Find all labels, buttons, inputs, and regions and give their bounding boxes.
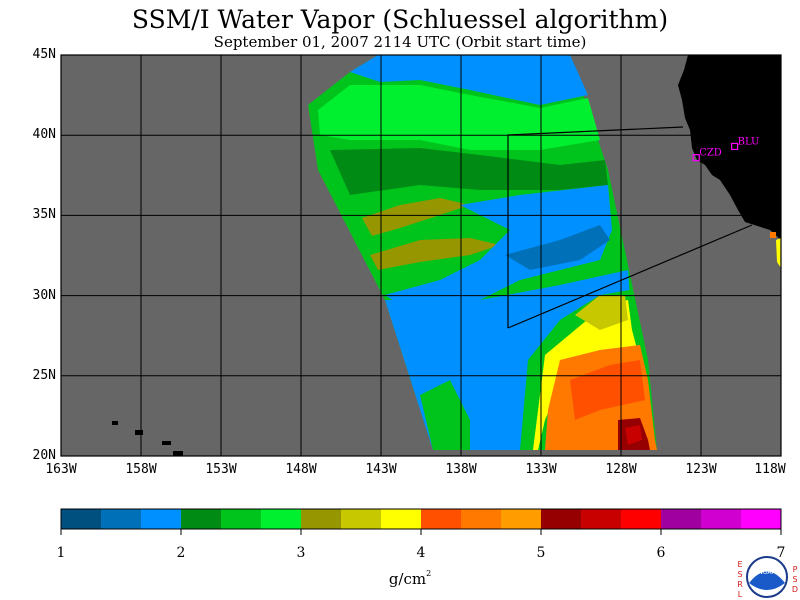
lat-label: 40N <box>32 127 56 143</box>
colorbar-units: g/cm2 <box>370 565 450 588</box>
colorbar-swatch <box>421 509 462 529</box>
station-markers: CZD BLU <box>692 136 760 162</box>
esrl-letter: L <box>737 590 743 599</box>
band-red-orange <box>570 360 645 420</box>
band-blue-north <box>350 55 588 105</box>
figure-subtitle: September 01, 2007 2114 UTC (Orbit start… <box>213 33 587 51</box>
colorbar-swatch <box>621 509 662 529</box>
lon-label: 123W <box>685 462 717 477</box>
colorbar-tick-label: 2 <box>176 545 186 561</box>
psd-letter: D <box>791 585 799 594</box>
island-maui <box>162 441 171 445</box>
esrl-letter: R <box>737 580 743 589</box>
band-olive-1 <box>362 198 470 236</box>
land-fringe-orange <box>770 232 776 238</box>
island-kauai <box>112 421 118 425</box>
psd-letter: S <box>792 575 798 584</box>
island-hawaii <box>173 451 183 456</box>
lon-label: 128W <box>605 462 637 477</box>
lat-label: 25N <box>32 367 56 383</box>
colorbar-swatch <box>341 509 382 529</box>
colorbar-tick-label: 6 <box>656 545 666 561</box>
colorbar-swatch <box>301 509 342 529</box>
noaa-logo: NOAA <box>746 556 788 598</box>
colorbar-tick-label: 4 <box>416 545 426 561</box>
colorbar-swatch <box>661 509 702 529</box>
esrl-letter: E <box>737 560 743 569</box>
lon-label: 153W <box>205 462 237 477</box>
colorbar-swatch <box>61 509 102 529</box>
domain-outline-north <box>507 126 684 328</box>
satellite-swath <box>308 55 657 450</box>
island-oahu <box>135 430 143 435</box>
lon-label: 138W <box>445 462 477 477</box>
lat-label: 20N <box>32 448 56 463</box>
lon-label: 163W <box>45 462 77 477</box>
lat-label: 35N <box>32 207 56 223</box>
colorbar-tick-label: 5 <box>536 545 546 561</box>
station-label-czd: CZD <box>699 148 722 159</box>
colorbar-frame <box>60 508 782 530</box>
colorbar-swatch <box>461 509 502 529</box>
units-superscript: 2 <box>426 569 432 578</box>
band-green-southwest <box>420 380 470 450</box>
station-marker-czd <box>692 154 700 162</box>
units-main: g/cm <box>388 570 427 588</box>
band-red <box>625 425 642 445</box>
noaa-logo-bird <box>751 565 783 578</box>
band-dark-blue <box>505 225 610 270</box>
colorbar-swatch <box>261 509 302 529</box>
lon-label: 143W <box>365 462 397 477</box>
noaa-logo-text: NOAA <box>758 569 776 576</box>
map-gridlines <box>61 55 781 456</box>
figure-title: SSM/I Water Vapor (Schluessel algorithm) <box>131 5 669 34</box>
lon-label: 118W <box>754 462 786 477</box>
lat-label: 30N <box>32 287 56 303</box>
colorbar-swatch <box>101 509 142 529</box>
band-dark-green <box>330 148 608 195</box>
colorbar <box>60 509 782 535</box>
domain-outline-south <box>507 224 753 329</box>
lon-label: 158W <box>125 462 157 477</box>
colorbar-swatch <box>701 509 742 529</box>
lon-label: 148W <box>285 462 317 477</box>
lon-label: 133W <box>525 462 557 477</box>
colorbar-swatch <box>181 509 222 529</box>
colorbar-tick-label: 3 <box>296 545 306 561</box>
colorbar-swatch <box>381 509 422 529</box>
colorbar-swatch <box>541 509 582 529</box>
station-label-blu: BLU <box>738 136 760 147</box>
station-marker-blu <box>730 142 739 151</box>
band-yellow-olive <box>575 295 628 330</box>
colorbar-swatch <box>741 509 782 529</box>
land-fringe-yellow <box>776 238 781 268</box>
psd-letter: P <box>792 565 798 574</box>
map-frame <box>60 54 782 457</box>
colorbar-swatch <box>141 509 182 529</box>
colorbar-tick-label: 1 <box>56 545 66 561</box>
colorbar-tick-label: 7 <box>776 545 786 561</box>
band-olive-2 <box>370 238 500 270</box>
colorbar-swatch <box>581 509 622 529</box>
colorbar-swatch <box>221 509 262 529</box>
lat-label: 45N <box>32 47 56 62</box>
esrl-letter: S <box>737 570 743 579</box>
colorbar-swatch <box>501 509 542 529</box>
noaa-logo-wave <box>749 571 785 590</box>
landmass-california <box>678 55 781 240</box>
